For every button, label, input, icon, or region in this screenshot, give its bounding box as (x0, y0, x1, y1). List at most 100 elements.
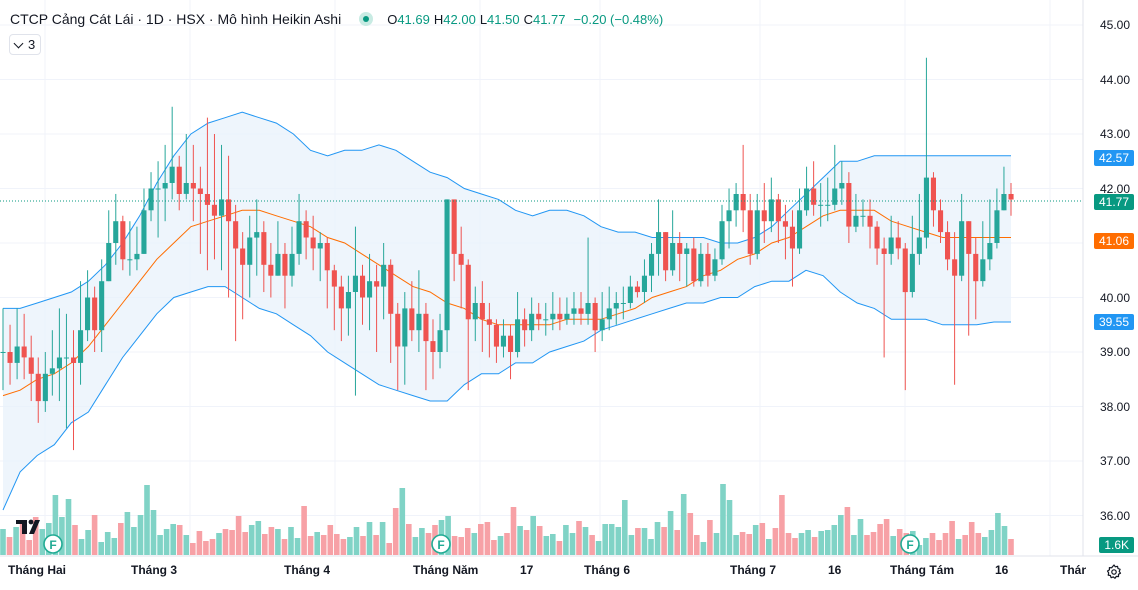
volume-bar (916, 545, 923, 555)
candle-body (402, 308, 408, 347)
bollinger-fill (3, 112, 1011, 510)
volume-bar (641, 528, 648, 555)
volume-bar (792, 538, 798, 555)
candle-body (120, 221, 126, 260)
candle-body (148, 188, 154, 211)
candle-body (381, 264, 387, 287)
volume-bar (550, 534, 556, 555)
candle-body (14, 346, 20, 363)
volume-bar (242, 532, 248, 555)
market-status-icon[interactable] (359, 12, 374, 26)
volume-bar (406, 524, 412, 555)
volume-bar (294, 538, 301, 555)
volume-bar (779, 495, 785, 555)
candle-body (761, 210, 767, 222)
candle-body (938, 210, 944, 233)
candle-body (888, 237, 894, 254)
indicators-toggle-button[interactable]: 3 (9, 34, 42, 55)
candle-body (987, 243, 993, 260)
candle-body (409, 308, 415, 331)
chart-settings-button[interactable] (1104, 563, 1124, 581)
volume-bar (929, 533, 936, 555)
volume-bar (104, 532, 111, 555)
candle-body (113, 221, 119, 243)
volume-bar (216, 533, 222, 555)
volume-bar (445, 516, 451, 555)
volume-bar (720, 484, 726, 555)
price-axis-label: 39.00 (1099, 345, 1130, 359)
volume-bar (1001, 526, 1008, 555)
candle-body (564, 313, 570, 320)
candle-body (797, 210, 803, 249)
candle-body (585, 303, 591, 314)
bollinger-lower-line (2, 269, 1011, 511)
time-axis-label: Tháng Hai (8, 563, 67, 577)
candle-body (233, 221, 239, 249)
volume-bar (805, 530, 811, 555)
bb-basis-tag: 41.06 (1093, 233, 1134, 249)
volume-bar (190, 543, 196, 555)
candle-body (42, 373, 48, 402)
candle-body (782, 221, 788, 227)
candle-body (895, 237, 901, 249)
time-axis-label: 17 (520, 563, 534, 577)
candle-body (860, 215, 866, 217)
close-label: C (523, 11, 533, 27)
volume-bar (608, 524, 615, 555)
candle-body (360, 275, 366, 298)
candle-body (712, 259, 718, 276)
tradingview-logo-icon[interactable] (16, 516, 44, 538)
dividend-marker-label: F (906, 538, 913, 552)
volume-bar (615, 527, 622, 555)
candle-body (804, 188, 810, 211)
candle-body (211, 204, 217, 216)
indicator-count: 3 (28, 37, 36, 52)
candle-body (240, 248, 246, 265)
volume-bar (464, 528, 471, 555)
volume-bar (176, 525, 183, 555)
candle-body (162, 183, 168, 189)
price-axis-label: 36.00 (1099, 508, 1130, 523)
candle-body (641, 275, 647, 292)
candle-body (324, 243, 330, 271)
volume-bar (373, 535, 379, 555)
volume-bar (458, 537, 464, 555)
volume-bar (988, 530, 995, 555)
volume-bar (497, 536, 504, 555)
chart-legend: CTCP Cảng Cát Lái · 1D · HSX · Mô hình H… (10, 9, 663, 29)
volume-bar (523, 530, 530, 555)
volume-bar (772, 528, 779, 555)
candle-body (303, 221, 309, 238)
candle-body (7, 352, 13, 363)
candle-body (613, 303, 619, 309)
time-axis-label: Tháng 7 (730, 563, 777, 577)
candle-body (691, 248, 697, 282)
symbol-title[interactable]: CTCP Cảng Cát Lái · 1D · HSX · Mô hình H… (10, 11, 342, 27)
candle-body (740, 194, 746, 211)
volume-bar (838, 515, 844, 555)
time-axis-label: 16 (995, 563, 1009, 577)
volume-bar (942, 533, 949, 555)
candle-body (92, 297, 98, 331)
candle-body (331, 270, 337, 287)
volume-bar (386, 543, 392, 555)
volume-bar (824, 530, 831, 555)
bb-lower-tag: 39.55 (1093, 314, 1134, 330)
volume-bar (556, 541, 563, 555)
candle-body (698, 253, 704, 282)
price-axis-label: 42.00 (1099, 181, 1130, 196)
volume-bar (137, 515, 144, 555)
volume-bar (687, 513, 694, 555)
volume-bar (504, 533, 510, 555)
volume-bar (543, 536, 550, 555)
candle-body (649, 253, 655, 276)
volume-bar (6, 537, 13, 555)
candle-body (134, 253, 140, 260)
volume-bar (366, 522, 373, 555)
price-axis-label: 43.00 (1099, 127, 1130, 141)
candle-body (268, 264, 274, 276)
volume-bar (661, 527, 667, 555)
candle-body (169, 166, 175, 183)
volume-bar (314, 532, 320, 555)
